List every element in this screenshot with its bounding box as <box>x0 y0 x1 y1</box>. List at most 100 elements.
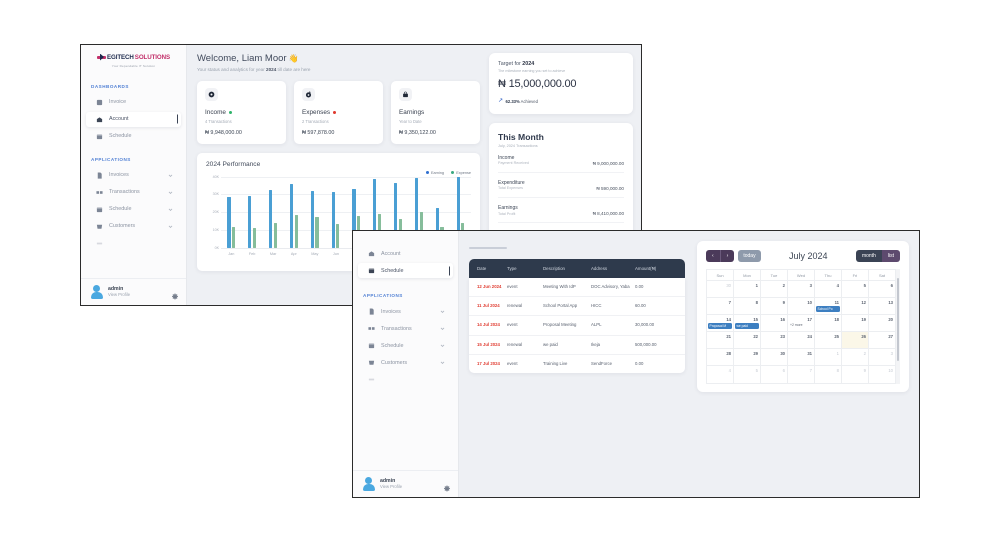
stat-card-expenses[interactable]: Expenses 2 Transactions ₦ 597,878.00 <box>294 81 383 144</box>
sidebar-item-account[interactable]: Account <box>86 111 181 127</box>
calendar-day-cell[interactable]: 14 Proposal M <box>707 315 734 331</box>
sidebar2-item-invoices[interactable]: Invoices <box>358 304 453 319</box>
sidebar-item-invoice[interactable]: Invoice <box>86 95 181 110</box>
calendar-next-button[interactable]: › <box>719 250 735 262</box>
calendar-day-cell[interactable]: 9 <box>761 298 788 314</box>
calendar-day-cell[interactable]: 18 <box>815 315 842 331</box>
calendar-day-cell[interactable]: 21 <box>707 332 734 348</box>
chevron-down-icon[interactable] <box>168 224 173 229</box>
calendar-day-cell[interactable]: 23 <box>761 332 788 348</box>
table-row[interactable]: 17 Jul 2024 event Training Live SendForce 0.… <box>469 355 685 373</box>
calendar-prev-button[interactable]: ‹ <box>706 250 720 262</box>
sidebar2-item-partial[interactable] <box>358 372 453 387</box>
calendar-day-cell[interactable]: 9 <box>842 366 869 383</box>
sidebar2-item-customers[interactable]: Customers <box>358 355 453 370</box>
legend-item-earning[interactable]: Earning <box>425 171 444 175</box>
calendar-day-cell[interactable]: 22 <box>734 332 761 348</box>
table-row[interactable]: 14 Jul 2024 event Proposal Meeting ALPL 30,0… <box>469 316 685 336</box>
calendar-day-cell[interactable]: 17 +2 more <box>788 315 815 331</box>
chevron-down-icon[interactable] <box>168 207 173 212</box>
calendar-day-cell[interactable]: 30 <box>707 281 734 297</box>
calendar-day-cell[interactable]: 31 <box>788 349 815 365</box>
calendar-day-cell[interactable]: 6 <box>761 366 788 383</box>
calendar-view-list-button[interactable]: list <box>881 250 900 262</box>
calendar-day-cell[interactable]: 12 <box>842 298 869 314</box>
sidebar-item-customers[interactable]: Customers <box>86 219 181 234</box>
calendar-scroll-thumb[interactable] <box>896 278 900 361</box>
subtitle-year: 2024 <box>266 67 277 72</box>
calendar-day-cell[interactable]: 24 <box>788 332 815 348</box>
calendar-day-cell[interactable]: 27 <box>869 332 896 348</box>
calendar-day-cell[interactable]: 6 <box>869 281 896 297</box>
calendar-day-cell[interactable]: 7 <box>707 298 734 314</box>
table-column-header[interactable]: Date <box>477 266 487 271</box>
calendar-more-link[interactable]: +2 more <box>790 323 803 327</box>
chevron-down-icon[interactable] <box>440 360 445 365</box>
user-view-profile-link[interactable]: View Profile <box>380 484 403 490</box>
table-row[interactable]: 12 Jun 2024 event Meeting With IdP DOC Advi… <box>469 278 685 298</box>
chevron-down-icon[interactable] <box>440 309 445 314</box>
sidebar-item-schedule[interactable]: Schedule <box>86 129 181 144</box>
calendar-event-chip[interactable]: we paid <box>735 322 759 329</box>
calendar-day-cell[interactable]: 3 <box>788 281 815 297</box>
legend-item-expense[interactable]: Expense <box>451 171 471 175</box>
calendar-day-cell[interactable]: 26 <box>842 332 869 348</box>
calendar-day-cell[interactable]: 7 <box>788 366 815 383</box>
calendar-day-cell[interactable]: 2 <box>761 281 788 297</box>
sidebar-item-partial[interactable] <box>86 236 181 251</box>
chevron-down-icon[interactable] <box>168 190 173 195</box>
chevron-down-icon[interactable] <box>440 343 445 348</box>
chevron-down-icon[interactable] <box>440 326 445 331</box>
calendar-day-cell[interactable]: 28 <box>707 349 734 365</box>
calendar-day-cell[interactable]: 4 <box>707 366 734 383</box>
calendar-day-cell[interactable]: 4 <box>815 281 842 297</box>
table-column-header[interactable]: Amount(₦) <box>635 266 657 271</box>
gear-icon[interactable] <box>443 480 451 491</box>
calendar-scrollbar[interactable] <box>896 269 900 384</box>
calendar-day-cell[interactable]: 5 <box>842 281 869 297</box>
table-column-header[interactable]: Description <box>543 266 565 271</box>
stat-card-earnings[interactable]: Earnings Year to Date ₦ 9,350,122.00 <box>391 81 480 144</box>
calendar-day-cell[interactable]: 2 <box>842 349 869 365</box>
calendar-day-cell[interactable]: 13 <box>869 298 896 314</box>
calendar-day-cell[interactable]: 8 <box>815 366 842 383</box>
calendar-day-cell[interactable]: 15 we paid <box>734 315 761 331</box>
calendar-event-chip[interactable]: Proposal M <box>708 322 732 329</box>
user-profile-box[interactable]: admin View Profile <box>81 278 186 305</box>
gear-icon[interactable] <box>171 288 179 299</box>
sidebar2-item-schedule-app[interactable]: Schedule <box>358 338 453 353</box>
calendar-day-cell[interactable]: 3 <box>869 349 896 365</box>
calendar-day-cell[interactable]: 29 <box>734 349 761 365</box>
calendar-day-cell[interactable]: 8 <box>734 298 761 314</box>
sidebar2-item-account[interactable]: Account <box>358 246 453 261</box>
user-profile-box-2[interactable]: admin View Profile <box>353 470 458 497</box>
calendar-day-cell[interactable]: 5 <box>734 366 761 383</box>
calendar-day-cell[interactable]: 1 <box>815 349 842 365</box>
sidebar-item-transactions[interactable]: Transactions <box>86 185 181 200</box>
user-view-profile-link[interactable]: View Profile <box>108 292 131 298</box>
table-row[interactable]: 11 Jul 2024 renewal School Portal App HICC 6… <box>469 297 685 317</box>
sidebar-item-invoices[interactable]: Invoices <box>86 168 181 183</box>
calendar-day-cell[interactable]: 10 <box>869 366 896 383</box>
calendar-day-cell[interactable]: 30 <box>761 349 788 365</box>
calendar-day-cell[interactable]: 25 <box>815 332 842 348</box>
sidebar2-item-transactions[interactable]: Transactions <box>358 321 453 336</box>
chevron-down-icon[interactable] <box>168 173 173 178</box>
calendar-view-month-button[interactable]: month <box>855 250 882 262</box>
calendar-today-button[interactable]: today <box>738 250 761 262</box>
sidebar-item-schedule-app[interactable]: Schedule <box>86 202 181 217</box>
table-row[interactable]: 15 Jul 2024 renewal we paid Ikeja 500,000.00 <box>469 336 685 355</box>
sidebar2-item-schedule[interactable]: Schedule <box>358 263 453 278</box>
app-logo[interactable]: EGITECH SOLUTIONS Your Dependable IT Sol… <box>81 45 186 78</box>
calendar-day-cell[interactable]: 19 <box>842 315 869 331</box>
table-column-header[interactable]: Address <box>591 266 608 271</box>
table-column-header[interactable]: Type <box>507 266 517 271</box>
stat-card-income[interactable]: Income 4 Transactions ₦ 9,948,000.00 <box>197 81 286 144</box>
calendar-day-cell[interactable]: 1 <box>734 281 761 297</box>
calendar-day-cell[interactable]: 16 <box>761 315 788 331</box>
calendar-day-cell[interactable]: 11 School Po <box>815 298 842 314</box>
table-body: 12 Jun 2024 event Meeting With IdP DOC Advi… <box>469 278 685 374</box>
calendar-event-chip[interactable]: School Po <box>816 305 840 312</box>
calendar-day-cell[interactable]: 10 <box>788 298 815 314</box>
calendar-day-cell[interactable]: 20 <box>869 315 896 331</box>
